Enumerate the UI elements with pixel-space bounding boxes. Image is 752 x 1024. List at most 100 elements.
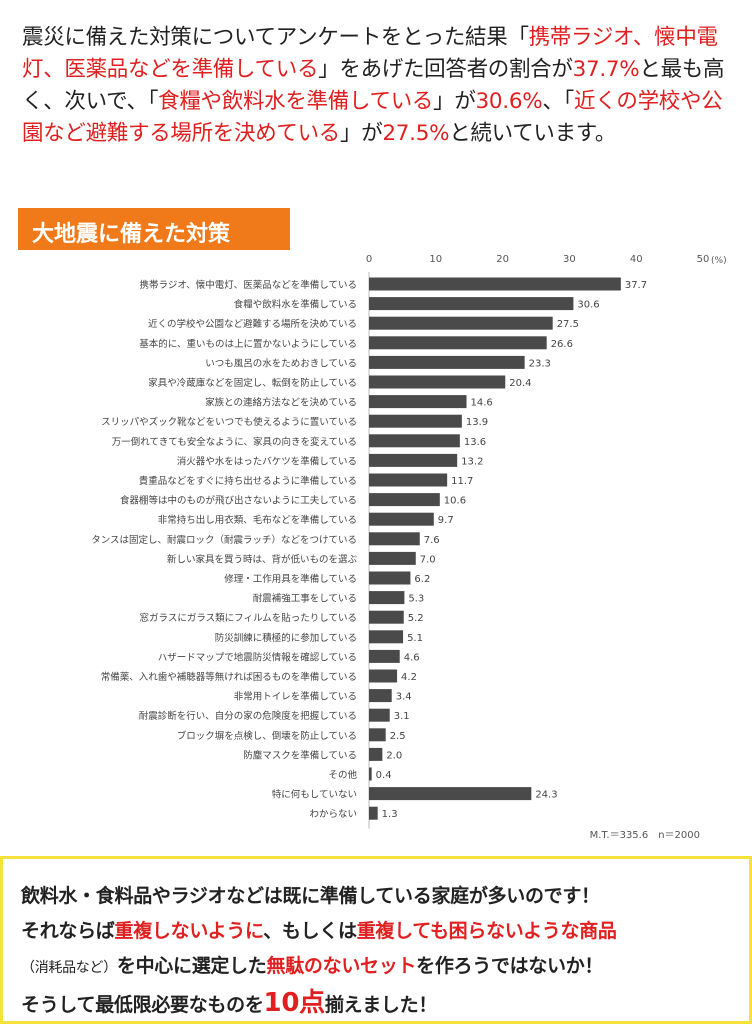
category-label: 防塵マスクを準備している: [243, 749, 357, 761]
category-label: 特に何もしていない: [272, 789, 357, 801]
category-label: タンスは固定し、耐震ロック（耐震ラッチ）などをつけている: [91, 534, 357, 546]
bar: [369, 532, 420, 546]
x-tick-label: 20: [496, 254, 509, 265]
summary-note: 飲料水・食料品やラジオなどは既に準備している家庭が多いのです！ それならば重複し…: [0, 856, 752, 1024]
category-label: 防災訓練に積極的に参加している: [215, 632, 357, 644]
bar: [369, 453, 458, 467]
t: それならば: [21, 920, 115, 942]
t: そうして最低限必要なものを: [21, 994, 264, 1016]
chart-svg: 0 10 20 30 40 50 (%) 携帯ラジオ、懐中電灯、医薬品などを準備している 37.…: [91, 254, 727, 841]
bar: [369, 747, 383, 761]
data-label: 13.9: [466, 417, 488, 428]
category-label: わからない: [309, 809, 357, 820]
data-label: 0.4: [376, 770, 392, 781]
bar: [369, 297, 574, 311]
intro-text: 震災に備えた対策についてアンケートをとった結果「: [22, 25, 529, 50]
bar: [369, 316, 553, 330]
category-label: 消火器や水をはったバケツを準備している: [177, 455, 357, 467]
category-label: 食糧や飲料水を準備している: [234, 299, 357, 311]
chart-title-banner: 大地震に備えた対策: [18, 208, 290, 250]
data-label: 5.2: [408, 613, 424, 624]
data-label: 26.6: [551, 339, 573, 350]
x-tick-label: 40: [630, 254, 643, 265]
bar: [369, 571, 411, 585]
note-line-4: そうして最低限必要なものを10点揃えました！: [21, 986, 749, 1023]
intro-text: 、「: [542, 89, 574, 114]
bar: [369, 708, 390, 722]
bar: [369, 336, 547, 350]
highlight-text: 近くの学校や公園など避難する場所を決めている: [22, 89, 723, 146]
category-label: 修理・工作用具を準備している: [224, 573, 357, 585]
bar: [369, 414, 462, 428]
category-label: 携帯ラジオ、懐中電灯、医薬品などを準備している: [140, 279, 357, 291]
x-tick-label: 50: [697, 254, 710, 265]
data-label: 4.6: [404, 652, 420, 663]
highlight: 10点: [263, 988, 326, 1018]
category-label: いつも風呂の水をためおきしている: [205, 357, 357, 369]
category-label: 耐震診断を行い、自分の家の危険度を把握している: [139, 710, 357, 722]
highlight-text: 携帯ラジオ、懐中電灯、医薬品などを準備している: [22, 25, 718, 82]
t: を作ろうではないか！: [416, 955, 604, 977]
bar: [369, 689, 392, 703]
t: 揃えました！: [324, 994, 438, 1016]
bar: [369, 728, 386, 742]
intro-text: と続いています。: [449, 121, 617, 146]
data-label: 3.4: [396, 692, 412, 703]
x-tick-label: 10: [429, 254, 442, 265]
bar: [369, 395, 467, 409]
data-label: 14.6: [471, 398, 493, 409]
category-label: 窓ガラスにガラス類にフィルムを貼ったりしている: [140, 612, 357, 624]
footnote: M.T.＝335.6 n＝2000: [590, 830, 700, 841]
bar: [369, 806, 378, 820]
intro-text: と最も高く、次いで、「: [22, 57, 725, 114]
t: を中心に選定した: [116, 955, 267, 977]
x-tick-label: 0: [366, 254, 372, 265]
highlight-text: 27.5%: [382, 121, 450, 146]
note-line-3: （消耗品など）を中心に選定した無駄のないセットを作ろうではないか！: [21, 949, 749, 986]
t: 、もしくは: [263, 920, 357, 942]
category-label: 万一倒れてきても安全なように、家具の向きを変えている: [112, 436, 357, 448]
data-label: 9.7: [438, 515, 454, 526]
note-line-2: それならば重複しないように、もしくは重複しても困らないような商品: [21, 914, 749, 949]
data-label: 4.2: [401, 672, 417, 683]
bar-chart: 0 10 20 30 40 50 (%) 携帯ラジオ、懐中電灯、医薬品などを準備している 37.…: [0, 250, 752, 850]
category-label: スリッパやズック靴などをいつでも使えるように置いている: [101, 416, 357, 428]
category-label: 基本的に、重いものは上に置かないようにしている: [139, 338, 357, 350]
bar: [369, 375, 506, 389]
data-label: 1.3: [382, 809, 398, 820]
t: （消耗品など）: [21, 960, 117, 976]
data-label: 37.7: [625, 280, 647, 291]
bar: [369, 669, 398, 683]
data-label: 24.3: [535, 790, 557, 801]
unit-label: (%): [711, 256, 727, 266]
data-label: 20.4: [509, 378, 531, 389]
bar: [369, 610, 404, 624]
data-label: 7.6: [424, 535, 440, 546]
data-label: 11.7: [451, 476, 473, 487]
category-label: ブロック塀を点検し、倒壊を防止している: [177, 730, 357, 742]
x-tick-label: 30: [563, 254, 576, 265]
data-label: 6.2: [414, 574, 430, 585]
bar: [369, 512, 434, 526]
category-label: 非常用トイレを準備している: [234, 691, 357, 703]
data-label: 30.6: [577, 300, 599, 311]
bar: [369, 473, 448, 487]
data-label: 27.5: [557, 319, 579, 330]
bar: [369, 767, 372, 781]
category-label: 非常持ち出し用衣類、毛布などを準備している: [158, 514, 357, 526]
data-label: 7.0: [420, 554, 436, 565]
note-line-1: 飲料水・食料品やラジオなどは既に準備している家庭が多いのです！: [21, 885, 600, 907]
category-label: 貴重品などをすぐに持ち出せるように準備している: [139, 475, 357, 487]
category-label: 常備薬、入れ歯や補聴器等無ければ困るものを準備している: [101, 671, 357, 683]
bar: [369, 787, 532, 801]
bar: [369, 551, 416, 565]
data-label: 10.6: [444, 496, 466, 507]
category-label: その他: [328, 769, 357, 781]
bar: [369, 493, 440, 507]
data-label: 13.6: [464, 437, 486, 448]
data-label: 13.2: [461, 456, 483, 467]
bar: [369, 649, 400, 663]
highlight: 重複しても困らないような商品: [356, 920, 617, 942]
highlight: 重複しないように: [114, 920, 264, 942]
data-label: 2.0: [386, 750, 402, 761]
